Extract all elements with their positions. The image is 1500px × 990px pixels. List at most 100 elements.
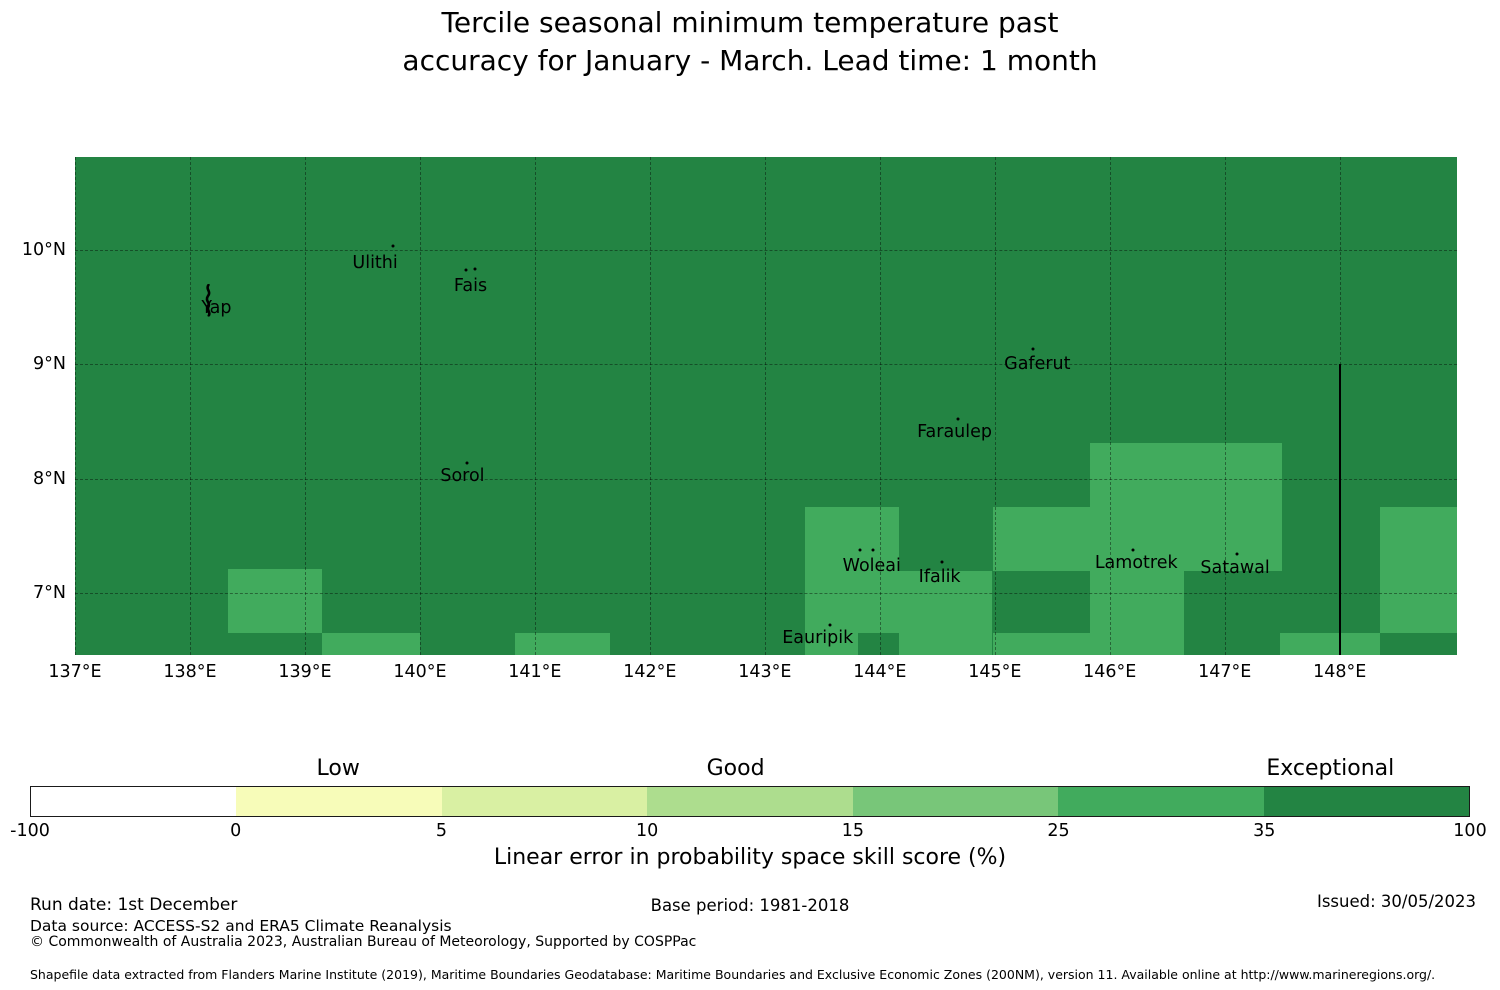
colorbar-segment xyxy=(647,787,853,816)
gridline-meridian xyxy=(304,157,306,655)
colorbar-tick-label: 15 xyxy=(841,821,864,841)
y-tick-label: 9°N xyxy=(33,354,66,375)
place-label-faraulep: Faraulep xyxy=(917,421,993,442)
x-tick-label: 143°E xyxy=(738,662,792,682)
gridline-meridian xyxy=(879,157,881,655)
gridline-meridian xyxy=(649,157,651,655)
x-tick-label: 140°E xyxy=(393,662,447,682)
figure-title: Tercile seasonal minimum temperature pas… xyxy=(402,6,1098,77)
issued-date-text: Issued: 30/05/2023 xyxy=(1316,892,1476,911)
colorbar-category-label: Exceptional xyxy=(1266,756,1395,781)
colorbar-segment xyxy=(441,787,648,816)
x-tick-label: 141°E xyxy=(508,662,562,682)
y-tick-label: 8°N xyxy=(33,468,66,489)
gridline-meridian xyxy=(189,157,191,655)
place-marker-dot xyxy=(473,267,477,271)
skill-patch xyxy=(1279,633,1380,655)
x-tick-label: 144°E xyxy=(853,662,907,682)
x-axis-tick-labels: 137°E 138°E 139°E 140°E 141°E 142°E 143°E 144°E… xyxy=(48,662,1457,688)
colorbar-axis-label: Linear error in probability space skill … xyxy=(493,845,1007,870)
gridline-parallel xyxy=(75,249,1457,251)
yap-island-icon xyxy=(196,283,223,322)
x-tick-label: 142°E xyxy=(623,662,677,682)
place-marker-dot xyxy=(956,417,960,421)
place-marker-dot xyxy=(1235,552,1239,556)
gridline-parallel xyxy=(75,593,1457,595)
colorbar-segment xyxy=(1263,787,1469,816)
colorbar-segment xyxy=(852,787,1059,816)
colorbar-tick-label: 5 xyxy=(435,821,447,841)
gridline-meridian xyxy=(75,157,76,655)
skill-patch xyxy=(1090,443,1283,572)
place-marker-dot xyxy=(464,268,468,272)
gridline-meridian xyxy=(419,157,421,655)
gridline-parallel xyxy=(75,364,1457,366)
copyright-text: © Commonwealth of Australia 2023, Austra… xyxy=(30,934,697,950)
place-label-fais: Fais xyxy=(453,276,488,297)
place-marker-dot xyxy=(1031,347,1035,351)
colorbar-tick-labels: -100 0 5 10 15 25 35 100 xyxy=(10,821,1487,845)
y-axis-tick-labels: 10°N 9°N 8°N 7°N xyxy=(0,157,66,655)
colorbar-tick-label: 25 xyxy=(1047,821,1070,841)
skill-patch xyxy=(992,507,1091,572)
shapefile-attribution-text: Shapefile data extracted from Flanders M… xyxy=(30,967,1436,982)
x-tick-label: 145°E xyxy=(968,662,1022,682)
place-marker-dot xyxy=(1131,548,1135,552)
gridline-parallel xyxy=(75,478,1457,480)
place-label-sorol: Sorol xyxy=(440,466,485,487)
place-label-eauripik: Eauripik xyxy=(782,627,854,648)
data-source-text: Data source: ACCESS-S2 and ERA5 Climate … xyxy=(30,917,452,935)
skill-patch xyxy=(1090,571,1185,655)
skill-patch xyxy=(992,633,1091,655)
gridline-meridian xyxy=(994,157,996,655)
place-label-ifalik: Ifalik xyxy=(918,567,961,588)
place-label-lamotrek: Lamotrek xyxy=(1094,553,1178,574)
eez-boundary-line xyxy=(1338,364,1341,655)
colorbar-category-label: Good xyxy=(706,756,765,781)
x-tick-label: 147°E xyxy=(1198,662,1252,682)
skill-patch xyxy=(322,633,420,655)
y-tick-label: 7°N xyxy=(33,583,66,604)
place-label-woleai: Woleai xyxy=(842,555,901,576)
place-label-ulithi: Ulithi xyxy=(352,253,398,274)
gridline-meridian xyxy=(1109,157,1111,655)
skill-map-panel: Yap Ulithi Fais Sorol Gaferut Faraulep Woleai I… xyxy=(75,157,1457,655)
place-marker-dot xyxy=(940,560,944,564)
colorbar xyxy=(30,786,1470,817)
skill-patch xyxy=(899,571,993,655)
base-period-text: Base period: 1981-2018 xyxy=(650,896,850,915)
run-date-text: Run date: 1st December xyxy=(30,895,238,915)
y-tick-label: 10°N xyxy=(21,239,66,260)
place-marker-dot xyxy=(858,548,862,552)
colorbar-tick-label: -100 xyxy=(10,821,50,841)
gridline-meridian xyxy=(1224,157,1226,655)
gridline-meridian xyxy=(764,157,766,655)
x-tick-label: 148°E xyxy=(1313,662,1367,682)
x-tick-label: 138°E xyxy=(163,662,217,682)
gridline-meridian xyxy=(534,157,536,655)
colorbar-category-labels: Low Good Exceptional xyxy=(30,756,1470,784)
x-tick-label: 137°E xyxy=(48,662,102,682)
place-marker-dot xyxy=(828,623,832,627)
colorbar-tick-label: 10 xyxy=(636,821,659,841)
skill-patch xyxy=(1379,507,1457,634)
skill-patch xyxy=(805,633,858,655)
x-tick-label: 139°E xyxy=(278,662,332,682)
colorbar-tick-label: 100 xyxy=(1453,821,1487,841)
skill-patch xyxy=(805,507,900,634)
colorbar-segment xyxy=(31,787,237,816)
colorbar-tick-label: 0 xyxy=(230,821,242,841)
colorbar-tick-label: 35 xyxy=(1253,821,1276,841)
x-tick-label: 146°E xyxy=(1083,662,1137,682)
skill-patch xyxy=(515,633,610,655)
colorbar-segment xyxy=(236,787,442,816)
colorbar-segment xyxy=(1058,787,1264,816)
colorbar-category-label: Low xyxy=(316,756,360,781)
skill-patch xyxy=(227,569,323,634)
place-label-satawal: Satawal xyxy=(1200,557,1270,578)
place-label-gaferut: Gaferut xyxy=(1004,354,1071,375)
place-marker-dot xyxy=(391,244,395,248)
place-marker-dot xyxy=(465,461,469,465)
place-marker-dot xyxy=(871,548,875,552)
